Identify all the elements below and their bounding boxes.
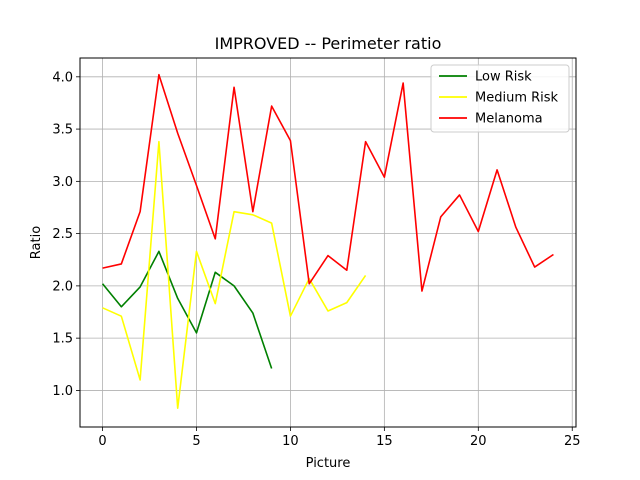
series-line-medium-risk [102,140,367,409]
y-tick-label: 3.5 [52,123,73,138]
x-tick-label: 0 [98,434,106,449]
legend-label: Medium Risk [475,91,559,106]
x-tick-label: 25 [564,434,581,449]
x-tick-label: 10 [282,434,299,449]
x-tick-label: 15 [376,434,393,449]
series-line-low-risk [101,250,273,369]
y-tick-label: 3.0 [52,175,73,190]
y-axis-label: Ratio [29,226,44,259]
plot-frame [79,57,577,428]
x-tick-label: 20 [470,434,487,449]
chart-title: IMPROVED -- Perimeter ratio [215,34,442,53]
series-line-melanoma [102,73,554,292]
axis-ticks: 0 5 10 15 20 25 1.0 1.5 2.0 2.5 3.0 3.5 4.0 [52,70,580,449]
x-tick-label: 5 [192,434,200,449]
series-lines [101,73,554,409]
y-tick-label: 2.0 [52,279,73,294]
y-tick-label: 2.5 [52,227,73,242]
y-tick-label: 1.5 [52,332,73,347]
x-axis-label: Picture [306,456,351,471]
legend-label: Melanoma [475,112,543,127]
legend-label: Low Risk [475,70,532,85]
legend-box [430,64,570,133]
legend: Low Risk Medium Risk Melanoma [430,64,570,133]
y-tick-label: 4.0 [52,70,73,85]
y-tick-label: 1.0 [52,384,73,399]
